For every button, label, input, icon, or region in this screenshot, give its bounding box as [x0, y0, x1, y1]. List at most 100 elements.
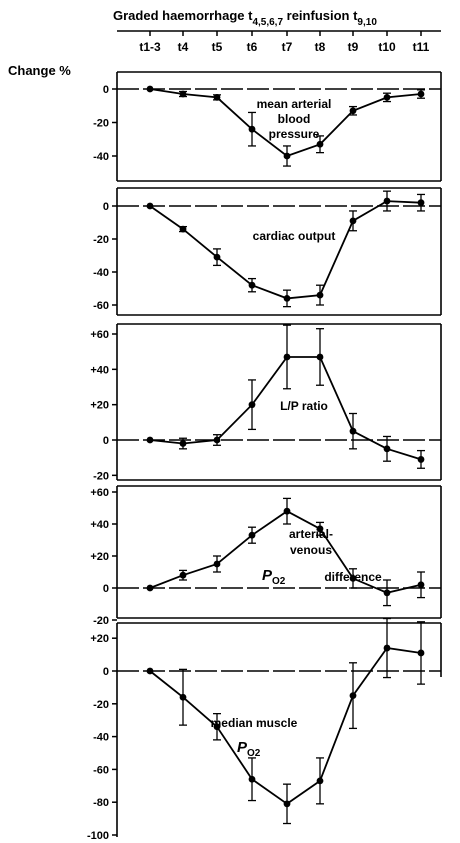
annotation-line: venous [290, 543, 332, 557]
annotation-line: mean arterial [257, 97, 332, 111]
y-tick-label: 0 [103, 435, 109, 447]
data-point [213, 436, 221, 444]
header-label-reinfusion: reinfusion t [283, 8, 358, 23]
data-point [213, 93, 221, 101]
data-point [349, 107, 357, 115]
y-tick-label: 0 [103, 84, 109, 96]
y-tick-label: 0 [103, 666, 109, 678]
data-point [179, 571, 187, 579]
data-point [283, 800, 291, 808]
data-point [316, 777, 324, 785]
annotation-po2: PO2 [237, 739, 261, 759]
data-point [349, 427, 357, 435]
time-tick-label: t1-3 [139, 40, 161, 54]
time-tick-label: t8 [315, 40, 326, 54]
data-point [349, 692, 357, 699]
panel-2: 0 -20 -40 -60 cardiac output [93, 187, 442, 316]
header-text: Graded haemorrhage t4,5,6,7 reinfusion t… [113, 8, 377, 28]
time-tick-label: t9 [348, 40, 359, 54]
y-tick-label: +20 [90, 400, 109, 412]
annotation-po2: PO2 [262, 567, 286, 587]
data-point [248, 531, 256, 539]
data-point [283, 295, 291, 302]
data-point [383, 93, 391, 101]
data-point [316, 140, 324, 148]
data-point [248, 775, 256, 783]
y-tick-label: -40 [93, 267, 109, 279]
data-point [349, 575, 357, 582]
y-tick-label: +20 [90, 633, 109, 645]
data-point [383, 644, 391, 652]
y-tick-label: -60 [93, 764, 109, 776]
data-point [417, 649, 425, 657]
y-tick-label: +20 [90, 551, 109, 563]
annotation-line: blood [278, 112, 311, 126]
data-point [213, 723, 221, 731]
y-tick-label: -40 [93, 732, 109, 744]
annotation-line: L/P ratio [280, 399, 328, 413]
y-tick-label: +40 [90, 364, 109, 376]
time-tick-label: t11 [413, 40, 430, 54]
annotation-line: median muscle [211, 716, 298, 730]
time-tick-label: t7 [282, 40, 293, 54]
annotation-line: cardiac output [253, 229, 336, 243]
y-tick-label: +60 [90, 329, 109, 341]
data-point [213, 560, 221, 568]
y-axis-title: Change % [8, 63, 71, 78]
data-point [179, 90, 187, 98]
annotation-p: P [262, 567, 273, 584]
data-point [146, 85, 154, 93]
y-tick-label: -80 [93, 797, 109, 809]
data-point [146, 202, 154, 210]
data-point [248, 401, 256, 409]
data-point [283, 507, 291, 515]
data-point [283, 152, 291, 160]
data-point [213, 253, 221, 261]
y-tick-label: -40 [93, 151, 109, 163]
data-point [316, 353, 324, 361]
data-point [316, 525, 324, 533]
time-tick-label: t10 [378, 40, 396, 54]
data-point [417, 199, 425, 207]
y-tick-label: 0 [103, 201, 109, 213]
header-sub-haemorrhage: 4,5,6,7 [252, 17, 283, 28]
y-tick-label: -20 [93, 615, 109, 627]
data-point [146, 436, 154, 444]
annotation-line: pressure [269, 127, 320, 141]
annotation-o2-subscript: O2 [272, 576, 286, 587]
data-point [248, 281, 256, 289]
annotation-line: difference [324, 570, 382, 584]
y-tick-label: -60 [93, 300, 109, 312]
data-point [146, 584, 154, 592]
data-point [179, 440, 187, 447]
data-point [179, 225, 187, 233]
time-tick-label: t4 [178, 40, 189, 54]
data-point [417, 581, 425, 589]
time-axis: t1-3 t4 t5 t6 t7 t8 t9 t10 t11 [117, 30, 441, 54]
y-tick-label: +60 [90, 487, 109, 499]
data-point [316, 291, 324, 299]
data-point [179, 693, 187, 701]
annotation-o2-subscript: O2 [247, 748, 261, 759]
data-point [248, 125, 256, 133]
y-tick-label: -20 [93, 699, 109, 711]
data-point [417, 90, 425, 98]
panel-3: +60 +40 +20 0 -20 L/P ratio [90, 323, 442, 482]
time-tick-label: t6 [247, 40, 258, 54]
panel-5: +20 0 -20 -40 -60 -80 -100 median muscle PO2 [87, 617, 442, 842]
y-tick-label: -100 [87, 830, 109, 842]
data-point [383, 589, 391, 597]
series-line [149, 200, 422, 300]
data-point [146, 667, 154, 675]
time-tick-label: t5 [212, 40, 223, 54]
y-tick-label: +40 [90, 519, 109, 531]
y-tick-label: -20 [93, 234, 109, 246]
data-point [417, 456, 425, 463]
y-tick-label: -20 [93, 470, 109, 482]
panel-4: +60 +40 +20 0 -20 arterial-venous PO2 differenc… [90, 485, 442, 627]
data-point [283, 353, 291, 361]
data-point [349, 217, 357, 225]
